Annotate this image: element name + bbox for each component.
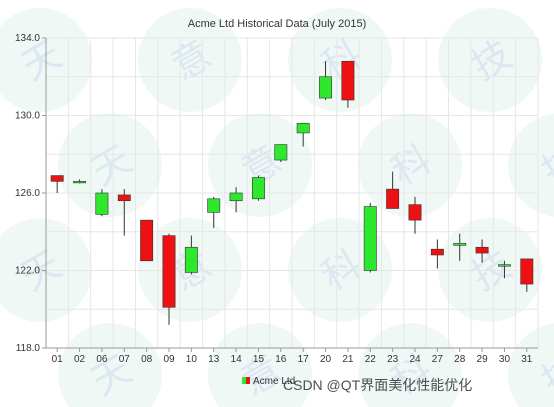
x-tick-label: 01 — [52, 354, 64, 365]
x-tick-label: 28 — [454, 354, 466, 365]
watermark-circle — [508, 323, 554, 407]
candle-31[interactable] — [520, 258, 534, 292]
candle-02[interactable] — [73, 179, 86, 184]
candle-22[interactable] — [363, 202, 377, 273]
grid-lines — [45, 37, 539, 349]
candle-body — [50, 175, 64, 182]
candle-body — [117, 194, 131, 202]
candle-body — [430, 248, 444, 256]
x-tick-label: 13 — [208, 354, 220, 365]
x-tick-label: 10 — [186, 354, 198, 365]
candle-24[interactable] — [408, 196, 422, 234]
candle-body — [140, 219, 154, 262]
x-tick-label: 09 — [163, 354, 175, 365]
candle-30[interactable] — [498, 260, 511, 279]
x-tick-label: 20 — [320, 354, 332, 365]
y-tick-label: 134.0 — [15, 33, 40, 44]
candle-body — [274, 144, 288, 161]
x-tick-label: 21 — [342, 354, 354, 365]
candle-23[interactable] — [386, 171, 400, 209]
candle-08[interactable] — [140, 219, 154, 262]
candle-body — [207, 198, 221, 213]
x-tick-label: 08 — [141, 354, 153, 365]
candle-20[interactable] — [319, 61, 332, 100]
candle-06[interactable] — [95, 189, 109, 217]
candle-body — [319, 76, 332, 99]
legend-swatch-decreasing — [246, 377, 250, 384]
candle-body — [162, 235, 176, 308]
x-tick-label: 30 — [499, 354, 511, 365]
x-tick-label: 29 — [477, 354, 489, 365]
candle-body — [73, 181, 86, 184]
candle-body — [408, 204, 422, 221]
x-tick-label: 02 — [74, 354, 86, 365]
candle-body — [453, 243, 467, 246]
watermark-circle — [208, 113, 312, 217]
x-tick-label: 07 — [119, 354, 131, 365]
x-axis: 01 02 06 07 08 09 10 13 14 15 16 17 20 21 22 23 24 27 28 29… — [46, 347, 538, 365]
watermark-circle — [358, 323, 462, 407]
legend[interactable]: Acme Ltd — [242, 376, 295, 387]
candle-13[interactable] — [207, 196, 221, 228]
candle-28[interactable] — [453, 233, 467, 261]
x-tick-label: 06 — [96, 354, 108, 365]
candle-body — [498, 264, 511, 267]
candle-body — [363, 206, 377, 271]
csdn-watermark: CSDN @QT界面美化性能优化 — [283, 377, 472, 393]
candle-21[interactable] — [341, 60, 355, 108]
x-tick-label: 22 — [365, 354, 377, 365]
candle-body — [475, 246, 489, 254]
watermark-circle — [508, 113, 554, 217]
x-tick-label: 23 — [387, 354, 399, 365]
x-tick-label: 14 — [231, 354, 243, 365]
x-tick-label: 17 — [298, 354, 310, 365]
candle-body — [296, 122, 310, 134]
y-tick-label: 118.0 — [16, 343, 41, 354]
candle-body — [252, 177, 265, 200]
watermark-circle — [358, 113, 462, 217]
y-tick-label: 122.0 — [15, 266, 40, 277]
candle-14[interactable] — [229, 187, 243, 213]
candle-09[interactable] — [162, 233, 176, 325]
chart-title: Acme Ltd Historical Data (July 2015) — [188, 18, 367, 30]
watermark-circle — [58, 323, 162, 407]
candle-body — [386, 188, 400, 209]
candle-17[interactable] — [296, 122, 310, 147]
x-tick-label: 27 — [432, 354, 444, 365]
candle-body — [184, 246, 198, 273]
x-tick-label: 15 — [253, 354, 265, 365]
watermark-circle — [138, 8, 242, 112]
candle-27[interactable] — [430, 239, 444, 269]
legend-label: Acme Ltd — [253, 376, 295, 387]
candle-body — [95, 192, 109, 215]
y-tick-label: 130.0 — [15, 111, 40, 122]
legend-swatch-increasing — [242, 377, 246, 384]
candle-07[interactable] — [117, 189, 131, 236]
candle-body — [341, 60, 355, 101]
candle-16[interactable] — [274, 144, 288, 162]
x-tick-label: 31 — [521, 354, 533, 365]
candle-29[interactable] — [475, 239, 489, 263]
candle-body — [520, 258, 534, 285]
candle-10[interactable] — [184, 235, 198, 275]
y-axis: 118.0 122.0 126.0 130.0 134.0 — [15, 33, 47, 354]
candle-body — [229, 192, 243, 202]
watermark-circle — [58, 113, 162, 217]
candle-01[interactable] — [50, 175, 64, 193]
watermark-circle — [208, 323, 312, 407]
candle-15[interactable] — [252, 175, 265, 201]
y-tick-label: 126.0 — [15, 188, 40, 199]
x-tick-label: 24 — [409, 354, 421, 365]
candlestick-series — [50, 60, 534, 325]
x-tick-label: 16 — [275, 354, 287, 365]
